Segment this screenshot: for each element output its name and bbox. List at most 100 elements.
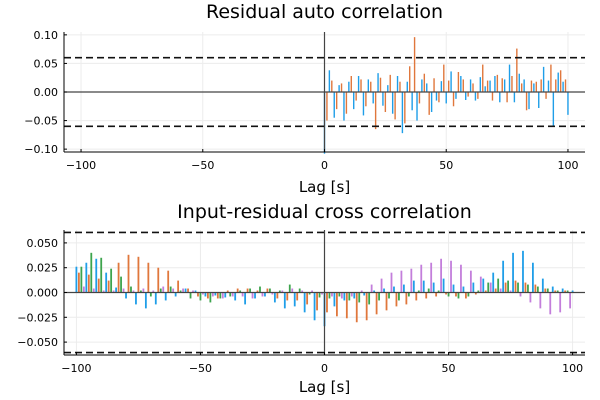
bar — [502, 260, 505, 293]
bar — [404, 92, 406, 124]
y-tick-label: 0.050 — [27, 237, 59, 250]
bar — [467, 92, 469, 97]
bar — [271, 292, 274, 295]
bar — [416, 92, 418, 121]
bar — [256, 290, 259, 293]
bar — [556, 290, 559, 293]
bar — [435, 292, 438, 297]
bar — [328, 292, 331, 299]
bar — [370, 81, 372, 92]
bar — [557, 72, 559, 92]
bar — [293, 292, 296, 307]
bar — [447, 80, 450, 92]
bar — [120, 276, 122, 293]
bar — [547, 80, 550, 92]
bar — [338, 85, 340, 92]
bar — [469, 79, 472, 92]
bar — [209, 292, 212, 303]
x-axis-label: Lag [s] — [299, 178, 350, 196]
bar — [283, 292, 286, 309]
bar — [396, 76, 399, 92]
bar — [117, 262, 120, 293]
bar — [206, 292, 209, 299]
bar — [296, 292, 299, 301]
bar — [555, 79, 557, 92]
bar — [276, 292, 279, 299]
bar — [159, 288, 162, 293]
bar — [92, 288, 95, 293]
bar — [517, 282, 519, 293]
bar — [535, 81, 538, 92]
bar — [372, 92, 374, 104]
bar — [497, 278, 500, 293]
bar — [492, 272, 495, 293]
bar — [395, 292, 398, 307]
series-4 — [82, 258, 572, 315]
bar — [423, 73, 426, 92]
bar — [345, 92, 348, 114]
subplot-2: −100 −50 0 50 100 0.050 0.025 0.000 −0.025 −0.050… — [17, 201, 585, 396]
bar — [450, 260, 452, 293]
bar — [479, 77, 482, 92]
bar — [269, 288, 271, 293]
bar — [496, 74, 499, 92]
bar — [528, 92, 530, 110]
bar — [226, 290, 229, 293]
bar — [367, 79, 370, 92]
bar — [545, 92, 547, 99]
bar — [137, 256, 140, 293]
bar — [411, 92, 413, 111]
bar — [360, 290, 363, 293]
bar — [261, 292, 264, 297]
bar — [474, 292, 477, 295]
bar — [427, 288, 430, 293]
bar — [503, 79, 506, 92]
bar — [340, 83, 343, 92]
bar — [85, 262, 88, 293]
bar — [338, 292, 341, 297]
bar — [521, 83, 523, 92]
bar — [135, 292, 137, 305]
bar — [316, 292, 318, 311]
bar — [353, 92, 355, 110]
bar — [472, 83, 474, 92]
y-tick-label: 0.00 — [34, 86, 59, 99]
bar — [479, 276, 482, 293]
bar — [154, 292, 157, 305]
bar — [179, 290, 182, 293]
bar — [370, 284, 373, 293]
bar — [457, 292, 460, 299]
bar — [152, 290, 155, 293]
bar — [400, 270, 403, 293]
bar — [355, 92, 357, 101]
bar — [413, 37, 416, 92]
y-tick-label: −0.025 — [17, 311, 58, 324]
bar — [546, 288, 549, 293]
series-2 — [326, 37, 567, 130]
bar — [301, 290, 304, 293]
bar — [144, 292, 147, 309]
bar — [445, 92, 447, 104]
bar — [443, 64, 445, 92]
chart-title: Residual auto correlation — [206, 1, 443, 23]
x-tick-label: −50 — [191, 159, 214, 172]
bar — [561, 288, 564, 293]
bar — [174, 292, 177, 297]
bar — [331, 80, 333, 92]
bar — [311, 290, 313, 293]
bar — [518, 73, 520, 92]
x-tick-label: −100 — [61, 362, 91, 375]
bar — [204, 292, 207, 297]
bar — [484, 86, 486, 92]
bar — [467, 292, 470, 297]
bar — [477, 92, 479, 99]
x-tick-label: 50 — [442, 362, 456, 375]
bar — [465, 92, 467, 100]
bar — [430, 92, 433, 112]
bar — [494, 76, 496, 92]
bar — [417, 290, 420, 293]
bar — [508, 64, 511, 92]
bar — [435, 92, 438, 101]
bar — [273, 292, 276, 303]
bar — [455, 292, 457, 297]
